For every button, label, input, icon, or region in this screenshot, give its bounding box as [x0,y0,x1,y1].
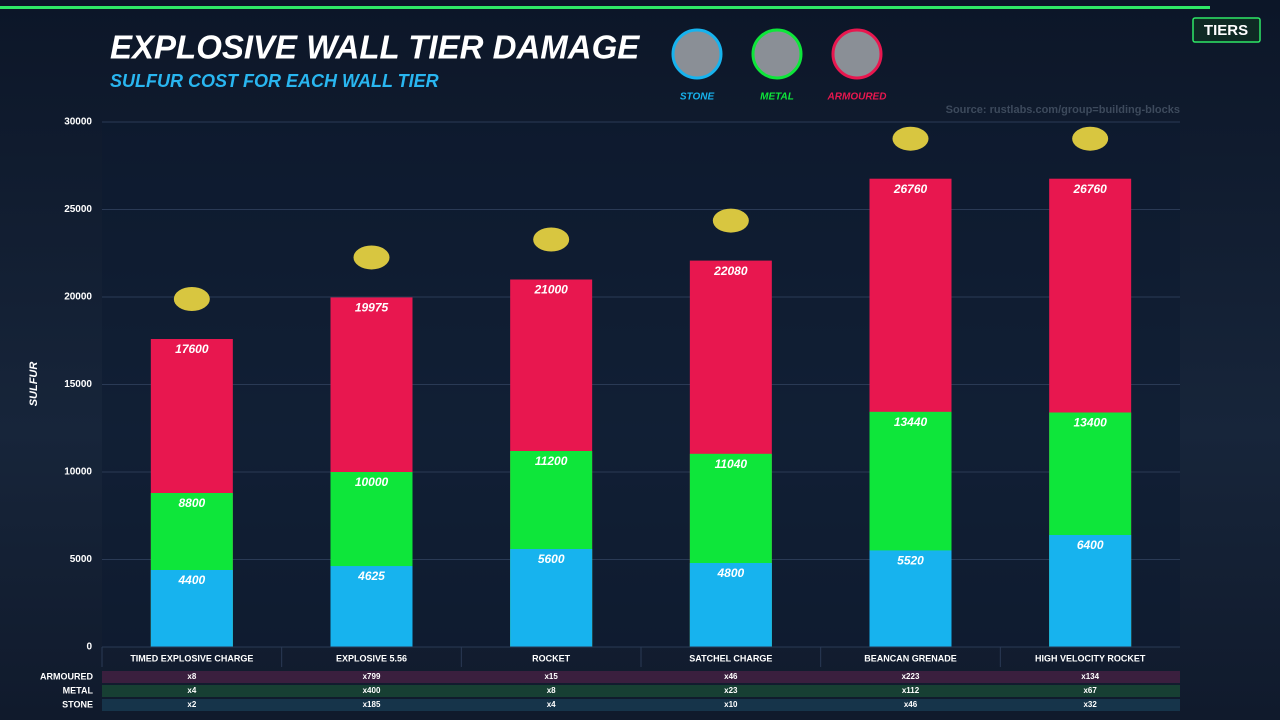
value-label: 22080 [713,264,748,278]
y-tick-label: 30000 [64,117,92,128]
value-label: 11040 [715,457,748,471]
table-cell: x46 [904,700,918,709]
y-tick-label: 20000 [64,292,92,303]
table-cell: x799 [363,672,381,681]
table-cell: x67 [1083,686,1097,695]
bar [689,563,772,647]
y-tick-label: 5000 [70,554,93,565]
chart-title: EXPLOSIVE WALL TIER DAMAGE [110,29,640,66]
sulfur-icon [353,245,390,270]
legend-label: STONE [680,92,715,103]
table-row [102,685,1180,697]
x-tick-label: SATCHEL CHARGE [689,653,772,663]
sulfur-icon [533,227,570,252]
value-label: 5520 [897,554,924,568]
top-line [0,6,1210,9]
bar [150,570,233,647]
table-cell: x10 [724,700,738,709]
value-label: 17600 [175,342,209,356]
x-tick-label: EXPLOSIVE 5.56 [336,653,407,663]
value-label: 19975 [355,301,389,315]
value-label: 21000 [533,283,568,297]
value-label: 8800 [178,496,205,510]
row-label: ARMOURED [40,671,93,681]
value-label: 13400 [1073,416,1107,430]
badge[interactable] [1192,17,1261,43]
table-cell: x400 [363,686,381,695]
table-cell: x23 [724,686,738,695]
sulfur-icon [892,126,929,151]
table-cell: x4 [187,686,196,695]
y-tick-label: 0 [86,642,92,653]
x-tick-label: TIMED EXPLOSIVE CHARGE [130,653,253,663]
x-tick-label: HIGH VELOCITY ROCKET [1035,653,1146,663]
bar [1049,535,1132,647]
legend-label: METAL [760,92,794,103]
value-label: 4800 [716,566,744,580]
x-tick-label: ROCKET [532,653,571,663]
y-axis-label: SULFUR [28,362,40,407]
table-cell: x8 [187,672,196,681]
legend-swatch [671,28,723,80]
value-label: 5600 [538,552,565,566]
value-label: 11200 [535,454,568,468]
legend-swatch [831,28,883,80]
sulfur-icon [712,208,749,233]
y-tick-label: 10000 [64,467,92,478]
table-cell: x4 [547,700,556,709]
y-tick-label: 25000 [64,204,92,215]
table-cell: x8 [547,686,556,695]
value-label: 13440 [894,415,928,429]
table-cell: x112 [902,686,920,695]
table-cell: x134 [1081,672,1099,681]
row-label: STONE [62,699,93,709]
table-cell: x15 [544,672,558,681]
value-label: 4400 [177,573,205,587]
table-cell: x223 [902,672,920,681]
chart-subtitle: SULFUR COST FOR EACH WALL TIER [110,71,439,91]
table-row [102,671,1180,683]
source: Source: rustlabs.com/group=building-bloc… [946,104,1180,116]
row-label: METAL [63,685,94,695]
y-tick-label: 15000 [64,379,92,390]
legend-label: ARMOURED [827,92,887,103]
bar [330,566,413,647]
table-cell: x185 [363,700,381,709]
value-label: 4625 [357,569,385,583]
value-label: 26760 [893,182,928,196]
table-cell: x32 [1083,700,1097,709]
bar [869,550,952,647]
value-label: 10000 [355,475,389,489]
value-label: 6400 [1077,538,1104,552]
badge-text: TIERS [1204,22,1248,39]
sulfur-icon [1072,126,1109,151]
value-label: 26760 [1072,182,1107,196]
table-cell: x46 [724,672,738,681]
x-tick-label: BEANCAN GRENADE [864,653,957,663]
sulfur-icon [173,287,210,311]
bar [510,549,593,647]
legend-swatch [751,28,803,80]
table-row [102,699,1180,711]
table-cell: x2 [187,700,196,709]
